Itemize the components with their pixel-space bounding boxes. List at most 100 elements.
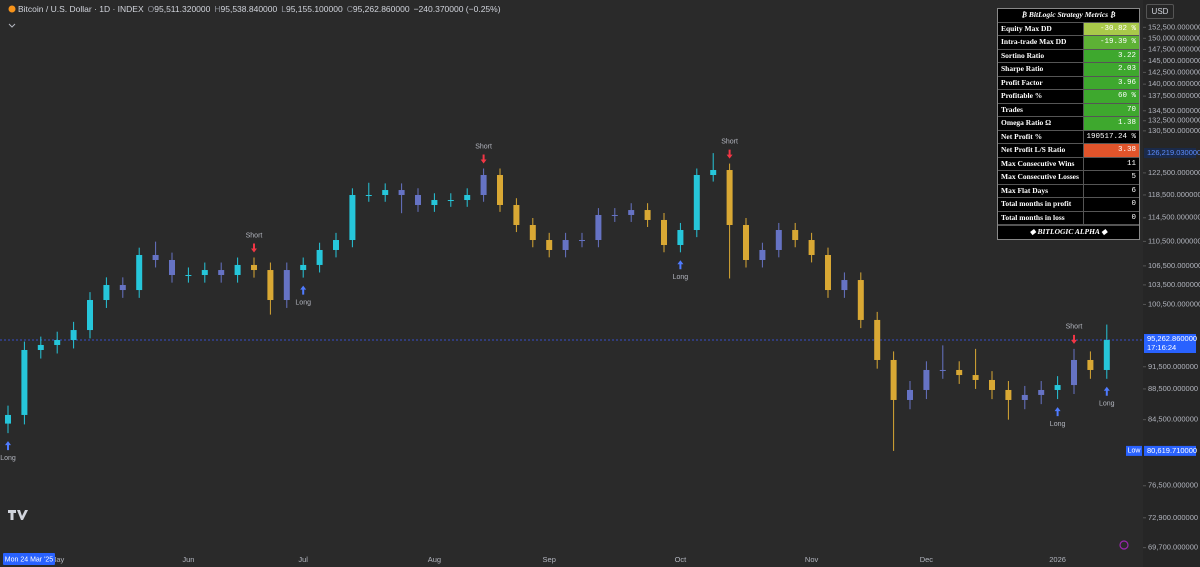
date-tag-label: Mon 24 Mar '25: [5, 556, 54, 563]
metric-value: 6: [1084, 184, 1139, 197]
ohlc-value: 95,511.320000: [154, 4, 211, 14]
candle-body: [251, 264, 257, 271]
candle-body: [218, 270, 225, 276]
currency-button[interactable]: USD: [1146, 4, 1174, 19]
current-tag: [1144, 333, 1196, 353]
candle-body: [1021, 394, 1028, 400]
tv-logo: [8, 510, 28, 520]
y-tick-label: 132,500.000000: [1148, 116, 1200, 125]
metric-label: Sortino Ratio: [998, 49, 1084, 62]
y-tick-label: 130,500.000000: [1148, 126, 1200, 135]
metrics-row: Trades 70: [998, 103, 1139, 117]
candle-body: [1103, 340, 1110, 370]
signal-arrow: [1103, 386, 1110, 396]
y-tick-label: 122,500.000000: [1148, 168, 1200, 177]
metrics-row: Omega Ratio Ω 1.38: [998, 117, 1139, 131]
x-tick-label: Dec: [920, 555, 934, 564]
y-tick-label: 145,000.000000: [1148, 56, 1200, 65]
y-tick-label: 140,000.000000: [1148, 79, 1200, 88]
y-tick-label: 91,500.000000: [1148, 362, 1198, 371]
candle-body: [808, 240, 815, 256]
collapse-chevron: [8, 23, 16, 28]
y-tick-label: 72,900.000000: [1148, 513, 1198, 522]
metric-label: Total months in loss: [998, 211, 1084, 224]
candle-body: [726, 170, 733, 226]
candle-body: [103, 285, 110, 301]
candle-body: [70, 330, 77, 341]
candle-body: [792, 230, 799, 241]
x-tick-label: Jun: [182, 555, 194, 564]
candle-body: [956, 369, 963, 376]
metric-label: Net Profit %: [998, 130, 1084, 143]
candle-body: [316, 249, 323, 265]
x-tick-label: Oct: [675, 555, 688, 564]
candle-body: [546, 240, 553, 250]
signal-label: Long: [673, 274, 689, 281]
high-tag: [1144, 148, 1196, 159]
signal-arrow: [677, 260, 684, 270]
candle-body: [283, 270, 290, 301]
y-tick-label: 114,500.000000: [1148, 213, 1200, 222]
low-tag-label: 80,619.710000: [1147, 446, 1197, 455]
candle-body: [644, 210, 651, 220]
candle-body: [972, 375, 979, 380]
y-tick-label: 103,500.000000: [1148, 280, 1200, 289]
candle-body: [333, 240, 339, 250]
candle-body: [874, 319, 881, 360]
metric-value: 2.03: [1084, 63, 1139, 76]
candle-body: [1038, 389, 1045, 395]
metrics-row: Sharpe Ratio 2.03: [998, 63, 1139, 77]
signal-label: Short: [1066, 324, 1083, 331]
metric-value: 60 %: [1084, 90, 1139, 103]
metrics-row: Sortino Ratio 3.22: [998, 49, 1139, 63]
metric-value: 0: [1084, 198, 1139, 211]
signal-arrow: [300, 285, 307, 295]
metrics-row: Max Consecutive Losses 5: [998, 171, 1139, 185]
metric-label: Total months in profit: [998, 198, 1084, 211]
candle-body: [398, 190, 405, 196]
candle-body: [365, 195, 372, 197]
price-change: −240.370000 (−0.25%): [413, 4, 501, 14]
candle-body: [677, 230, 684, 246]
y-tick-label: 142,500.000000: [1148, 67, 1200, 76]
metric-label: Omega Ratio Ω: [998, 117, 1084, 130]
ohlc-key: L: [281, 4, 286, 14]
metric-value: 3.96: [1084, 76, 1139, 89]
metric-label: Profitable %: [998, 90, 1084, 103]
y-tick-label: 69,700.000000: [1148, 543, 1198, 552]
candle-body: [939, 369, 946, 371]
candle-body: [1087, 359, 1094, 370]
metrics-row: Net Profit L/S Ratio 3.38: [998, 144, 1139, 158]
low-tag-badge: [1126, 445, 1142, 456]
x-tick-label: Nov: [805, 555, 819, 564]
status-dot: [8, 5, 16, 13]
candle-body: [5, 414, 11, 424]
metric-value: 11: [1084, 157, 1139, 170]
metric-value: 190517.24 %: [1084, 130, 1139, 143]
high-tag-label: 126,219.030000: [1147, 148, 1200, 157]
ohlc-key: C: [346, 4, 353, 14]
x-tick-label: Sep: [543, 555, 556, 564]
metric-value: 1.38: [1084, 117, 1139, 130]
signal-label: Short: [721, 138, 738, 145]
candle-body: [415, 195, 421, 206]
signal-label: Short: [475, 143, 492, 150]
metrics-row: Equity Max DD -30.82 %: [998, 22, 1139, 36]
candle-body: [169, 259, 175, 276]
candle-body: [923, 369, 930, 390]
y-tick-label: 134,500.000000: [1148, 106, 1200, 115]
metrics-row: Max Consecutive Wins 11: [998, 157, 1139, 171]
metrics-title: ₿ BitLogic Strategy Metrics ₿: [998, 9, 1139, 23]
metric-label: Sharpe Ratio: [998, 63, 1084, 76]
candle-body: [513, 205, 520, 226]
candle-body: [595, 214, 602, 241]
candle-body: [201, 270, 208, 276]
metric-label: Net Profit L/S Ratio: [998, 144, 1084, 157]
candle-body: [447, 200, 454, 202]
signal-label: Long: [295, 299, 311, 306]
candle-body: [907, 389, 913, 400]
candle-body: [841, 280, 848, 291]
symbol-header: Bitcoin / U.S. Dollar · 1D · INDEX O95,51…: [18, 4, 501, 14]
